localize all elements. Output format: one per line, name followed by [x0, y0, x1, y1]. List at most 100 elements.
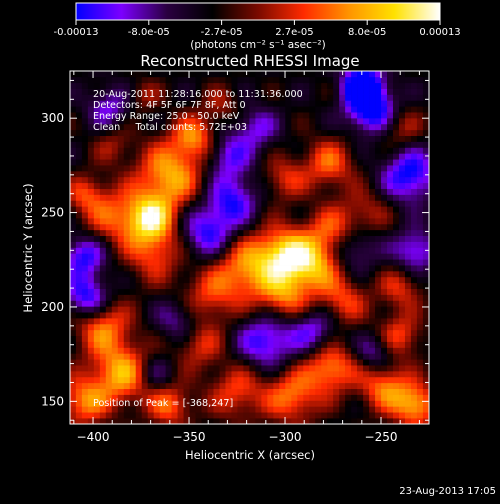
heatmap-cell [123, 323, 131, 331]
heatmap-cell [339, 247, 346, 254]
heatmap-cell [351, 400, 358, 407]
y-axis-ticks [70, 79, 429, 421]
heatmap-cell [255, 259, 262, 266]
heatmap-cell [177, 253, 184, 260]
y-axis-label: Heliocentric Y (arcsec) [21, 183, 35, 312]
heatmap-cell [177, 76, 184, 84]
heatmap-cell [171, 117, 178, 125]
heatmap-cell [129, 235, 137, 242]
heatmap-cell [422, 182, 429, 189]
heatmap-cell [327, 206, 334, 213]
heatmap-cell [315, 135, 322, 142]
heatmap-cell [213, 206, 220, 213]
heatmap-cell [70, 141, 77, 148]
heatmap-cell [237, 306, 244, 313]
heatmap-cell [422, 159, 429, 166]
heatmap-cell [422, 300, 429, 307]
heatmap-cell [207, 123, 214, 131]
heatmap-cell [123, 194, 131, 201]
heatmap-cell [291, 318, 298, 325]
heatmap-cell [147, 200, 154, 207]
heatmap-cell [225, 106, 232, 113]
heatmap-cell [273, 247, 280, 254]
heatmap-cell [141, 341, 148, 348]
heatmap-cell [81, 76, 89, 84]
heatmap-cell [70, 170, 77, 178]
heatmap-cell [141, 188, 148, 195]
heatmap-cell [87, 276, 95, 284]
heatmap-cell [141, 135, 148, 142]
heatmap-cell [165, 88, 172, 95]
heatmap-cell [213, 276, 220, 284]
heatmap-cell [147, 141, 154, 148]
heatmap-cell [87, 94, 95, 101]
heatmap-cell [363, 323, 370, 331]
heatmap-cell [261, 388, 268, 395]
heatmap-cell [339, 341, 346, 348]
heatmap-cell [393, 253, 400, 260]
heatmap-cell [213, 253, 220, 260]
heatmap-cell [171, 253, 178, 260]
heatmap-cell [243, 129, 250, 137]
heatmap-cell [309, 182, 316, 189]
heatmap-cell [398, 323, 406, 331]
heatmap-cell [285, 335, 292, 342]
heatmap-cell [321, 276, 328, 284]
heatmap-cell [159, 217, 166, 225]
heatmap-cell [153, 406, 160, 413]
heatmap-cell [189, 347, 196, 354]
heatmap-cell [363, 376, 370, 384]
heatmap-cell [416, 341, 424, 348]
heatmap-cell [201, 353, 208, 360]
heatmap-cell [387, 71, 394, 78]
heatmap-cell [81, 359, 89, 366]
heatmap-cell [213, 400, 220, 407]
heatmap-cell [75, 382, 83, 389]
heatmap-cell [213, 388, 220, 395]
peak-position-label: Position of Peak = [-368,247] [93, 398, 233, 409]
heatmap-cell [351, 347, 358, 354]
heatmap-cell [153, 76, 160, 84]
heatmap-cell [416, 253, 424, 260]
heatmap-cell [129, 229, 137, 237]
heatmap-cell [177, 306, 184, 313]
heatmap-cell [207, 370, 214, 378]
heatmap-cell [404, 165, 412, 172]
heatmap-cell [369, 188, 376, 195]
heatmap-cell [291, 406, 298, 413]
heatmap-cell [261, 312, 268, 319]
heatmap-cell [309, 365, 316, 372]
heatmap-cell [255, 188, 262, 195]
heatmap-cell [105, 270, 113, 278]
heatmap-cell [129, 406, 137, 413]
heatmap-cell [177, 300, 184, 307]
heatmap-cell [99, 253, 107, 260]
colorbar-tick-label: -8.0e-05 [128, 27, 170, 38]
heatmap-cell [117, 265, 125, 272]
heatmap-cell [213, 329, 220, 337]
heatmap-cell [351, 182, 358, 189]
heatmap-cell [339, 382, 346, 389]
heatmap-cell [99, 206, 107, 213]
heatmap-cell [201, 153, 208, 160]
heatmap-cell [333, 182, 340, 189]
heatmap-cell [183, 200, 190, 207]
heatmap-cell [231, 223, 238, 231]
heatmap-cell [93, 112, 101, 119]
heatmap-cell [141, 306, 148, 313]
heatmap-cell [129, 394, 137, 401]
heatmap-cell [404, 117, 412, 125]
heatmap-cell [279, 306, 286, 313]
heatmap-cell [129, 135, 137, 142]
heatmap-cell [189, 400, 196, 407]
heatmap-cell [147, 129, 154, 137]
y-tick-label: 200 [41, 300, 64, 314]
heatmap-cell [147, 412, 154, 419]
heatmap-cell [87, 253, 95, 260]
heatmap-cell [291, 71, 298, 78]
heatmap-cell [279, 335, 286, 342]
heatmap-cell [285, 153, 292, 160]
heatmap-cell [153, 153, 160, 160]
heatmap-cell [345, 276, 352, 284]
